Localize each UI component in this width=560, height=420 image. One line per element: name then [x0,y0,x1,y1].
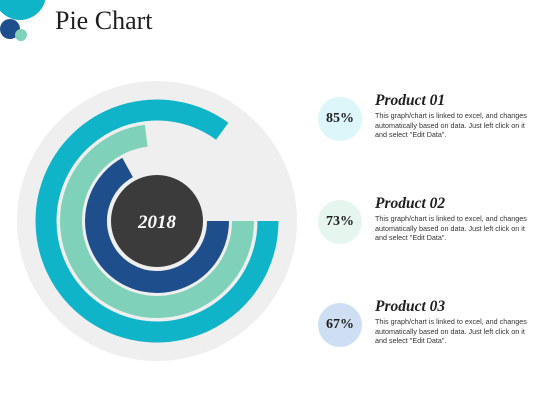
ring-arc-product-01 [35,99,279,343]
legend-item-title: Product 01 [375,92,446,109]
legend-item-description: This graph/chart is linked to excel, and… [375,317,527,346]
percent-badge: 85% [318,97,362,141]
center-label: 2018 [137,212,177,233]
page-title: Pie Chart [55,6,153,35]
legend-item-product-03: 67% Product 03 This graph/chart is linke… [318,298,558,363]
corner-circle-teal [15,29,27,41]
legend-item-product-01: 85% Product 01 This graph/chart is linke… [318,92,558,157]
legend-item-description: This graph/chart is linked to excel, and… [375,111,527,140]
corner-circle-dark [0,19,20,39]
center-circle [111,175,203,267]
corner-circle-large [0,0,46,20]
donut-chart: 2018 [17,81,297,361]
corner-decoration [0,0,46,41]
ring-arc-product-03 [85,157,229,293]
percent-badge: 67% [318,303,362,347]
legend-item-product-02: 73% Product 02 This graph/chart is linke… [318,195,558,260]
legend-item-title: Product 03 [375,298,446,315]
ring-arc-product-02 [60,124,254,318]
percent-badge: 73% [318,200,362,244]
legend-item-title: Product 02 [375,195,446,212]
legend-item-description: This graph/chart is linked to excel, and… [375,214,527,243]
